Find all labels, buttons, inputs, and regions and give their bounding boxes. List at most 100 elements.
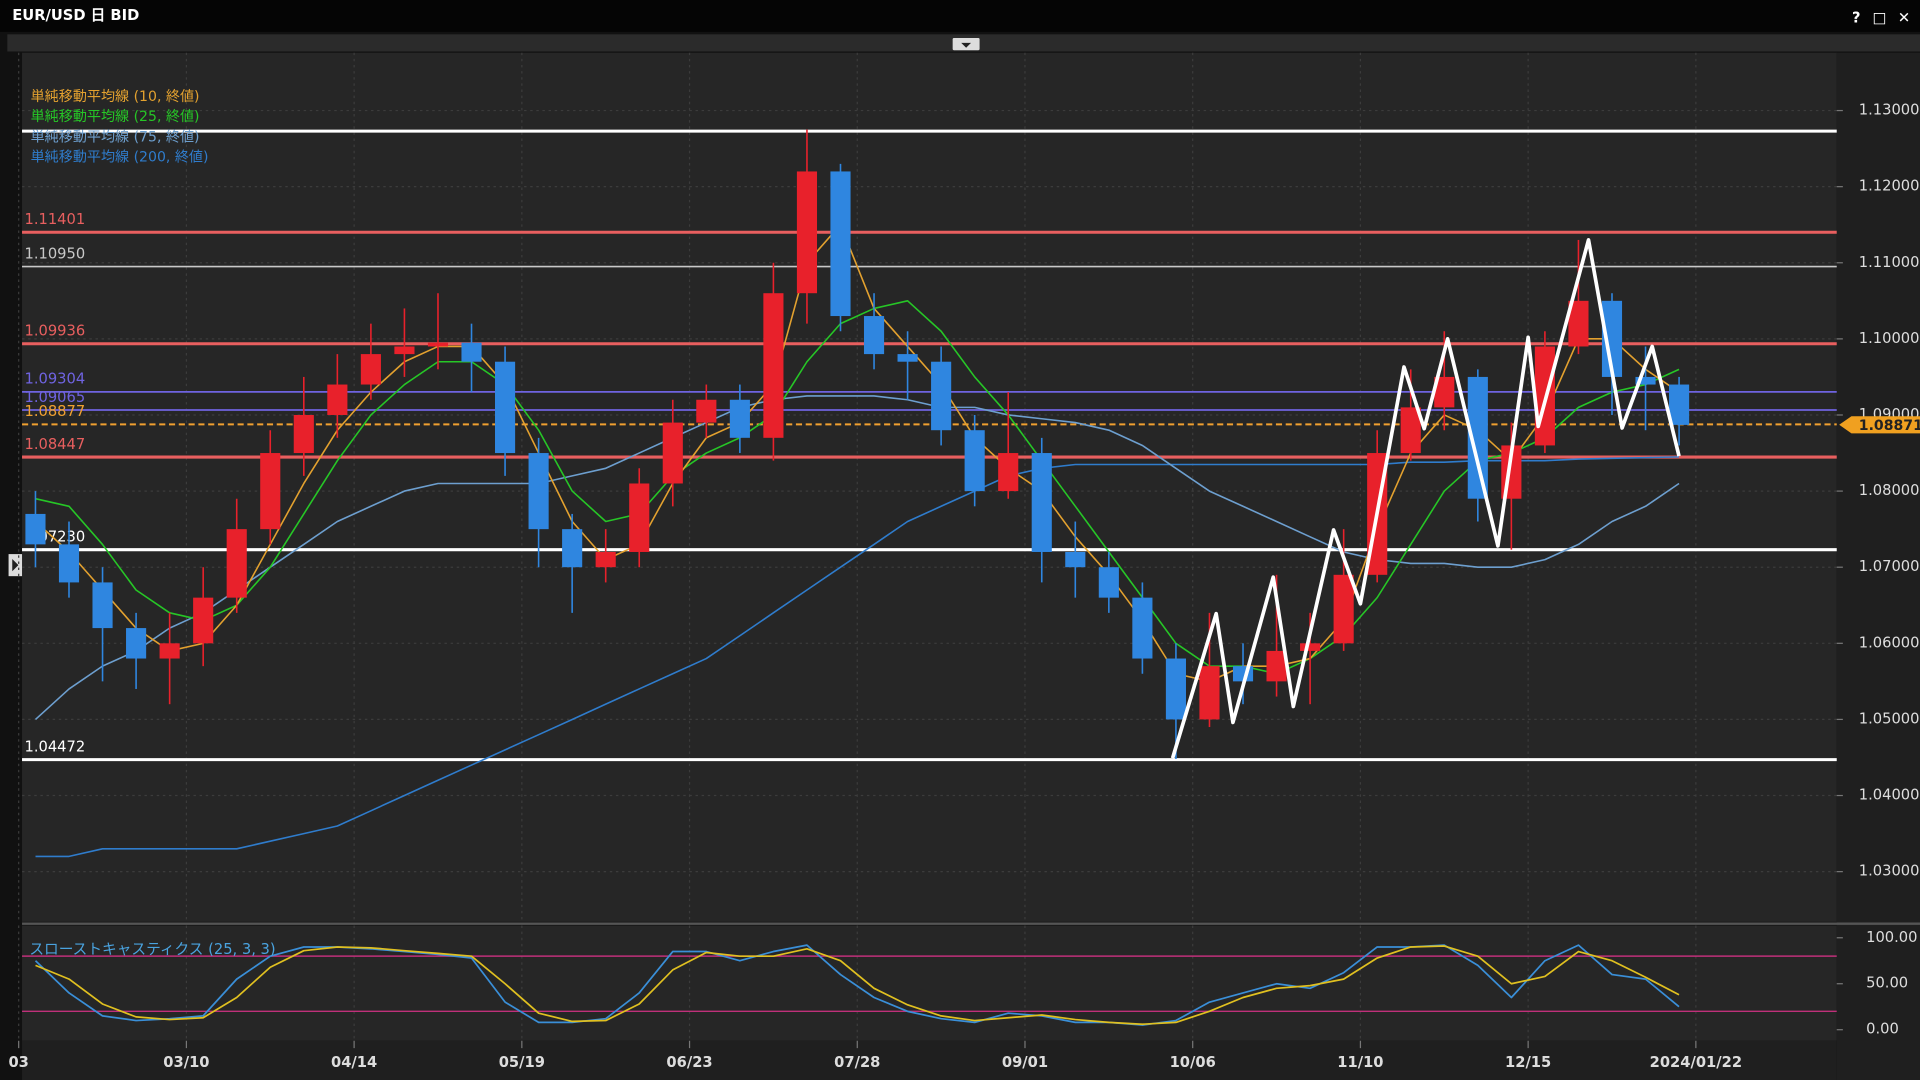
candle-body	[1232, 666, 1254, 682]
x-tick-label: 03	[8, 1054, 28, 1071]
x-tick-label: 06/23	[666, 1054, 712, 1071]
legend-entry: 単純移動平均線 (75, 終値)	[31, 129, 200, 145]
side-arrow	[12, 559, 19, 572]
legend-entry: 単純移動平均線 (10, 終値)	[31, 89, 200, 105]
candle-body	[260, 453, 281, 530]
candle-body	[696, 399, 717, 423]
last-price-tag	[1839, 416, 1920, 434]
y-tick-label: 1.04000	[1859, 787, 1920, 804]
candle-body	[1300, 643, 1321, 651]
y-tick-label: 1.07000	[1859, 558, 1920, 575]
level-label: 1.11401	[24, 211, 85, 228]
y-tick-label: 1.13000	[1859, 102, 1920, 119]
close-button[interactable]: ✕	[1898, 9, 1910, 26]
x-tick-label: 09/01	[1002, 1054, 1048, 1071]
candle-body	[159, 643, 180, 659]
level-label: 1.09065	[24, 389, 85, 406]
plot-layer: 03 03/10 04/14 05/19 06/23 07/28 09/01 10/06 11/…	[8, 52, 1920, 1071]
x-tick-label: 07/28	[834, 1054, 880, 1071]
candle-body	[1199, 666, 1220, 720]
candle-body	[528, 453, 549, 530]
candle-body	[461, 342, 482, 362]
level-label: 1.08877	[24, 403, 85, 420]
candle-body	[226, 529, 247, 598]
candle-body	[1635, 376, 1656, 385]
candle-body	[193, 597, 214, 644]
level-label: 1.08447	[24, 436, 85, 453]
x-tick-label: 03/10	[163, 1054, 209, 1071]
candle-body	[931, 361, 952, 431]
oscillator-line	[34, 944, 1680, 1026]
candle-body	[1601, 300, 1623, 377]
y-tick-label: 0.00	[1866, 1021, 1899, 1038]
candle-body	[1400, 407, 1421, 454]
candle-body	[830, 171, 851, 317]
candle-body	[1333, 574, 1354, 644]
candle-body	[763, 293, 784, 438]
x-tick-label: 11/10	[1337, 1054, 1383, 1071]
level-label: 1.09304	[24, 371, 85, 388]
window-title: EUR/USD 日 BID	[12, 7, 139, 24]
oscillator-line	[35, 945, 1680, 1026]
candle-body	[662, 422, 683, 484]
candle-body	[327, 384, 348, 415]
level-label: 1.09936	[24, 322, 85, 339]
y-tick-label: 1.05000	[1859, 710, 1920, 727]
last-price-label: 1.08871	[1859, 418, 1920, 434]
candle-body	[729, 399, 750, 438]
candle-body	[25, 513, 46, 545]
candle-body	[1098, 567, 1119, 598]
moving-average	[34, 223, 1680, 683]
candle-body	[495, 361, 516, 454]
title-bar	[0, 0, 1920, 32]
candle-body	[897, 354, 918, 362]
y-tick-label: 50.00	[1866, 975, 1908, 992]
moving-average	[35, 300, 1680, 675]
candle-body	[562, 529, 583, 568]
y-tick-label: 1.06000	[1859, 634, 1920, 651]
candle-body	[126, 628, 147, 659]
candle-body	[1434, 376, 1455, 408]
level-label: 1.04472	[24, 738, 85, 755]
legend-entry: 単純移動平均線 (200, 終値)	[31, 150, 209, 166]
candle-body	[629, 483, 650, 552]
x-tick-label: 10/06	[1170, 1054, 1216, 1071]
y-tick-label: 1.03000	[1859, 863, 1920, 880]
y-axis-area	[1836, 52, 1920, 1080]
candle-body	[1266, 650, 1287, 682]
y-tick-label: 1.12000	[1859, 178, 1920, 195]
candle-body	[1669, 384, 1690, 425]
toggle-arrow	[961, 42, 972, 48]
main-panel	[22, 52, 1837, 922]
help-button[interactable]: ?	[1852, 9, 1861, 26]
candle-body	[595, 551, 616, 568]
candle-body	[293, 414, 314, 454]
candle-body	[1065, 551, 1086, 568]
candle-body	[394, 346, 415, 355]
legend-entry: 単純移動平均線 (25, 終値)	[31, 109, 200, 125]
candle-body	[863, 316, 885, 355]
candle-body	[964, 430, 985, 492]
x-tick-label: 2024/01/22	[1650, 1054, 1742, 1071]
y-tick-label: 1.11000	[1859, 254, 1920, 271]
candle-body	[796, 171, 818, 294]
candle-body	[1031, 453, 1052, 552]
candle-body	[1132, 597, 1153, 659]
level-label: 1.10950	[24, 245, 85, 262]
candle-body	[998, 453, 1019, 492]
x-tick-label: 12/15	[1505, 1054, 1551, 1071]
maximize-button[interactable]: □	[1873, 9, 1887, 26]
oscillator-panel	[22, 925, 1837, 1041]
zigzag-line	[1170, 238, 1681, 759]
y-tick-label: 100.00	[1866, 929, 1917, 946]
x-tick-label: 05/19	[499, 1054, 545, 1071]
moving-average	[35, 456, 1680, 858]
candle-body	[360, 354, 381, 385]
x-axis-area	[22, 1040, 1837, 1080]
candle-body	[1165, 658, 1186, 720]
x-tick-label: 04/14	[331, 1054, 377, 1071]
oscillator-title: スローストキャスティクス (25, 3, 3)	[29, 941, 275, 958]
y-tick-label: 1.08000	[1859, 482, 1920, 499]
